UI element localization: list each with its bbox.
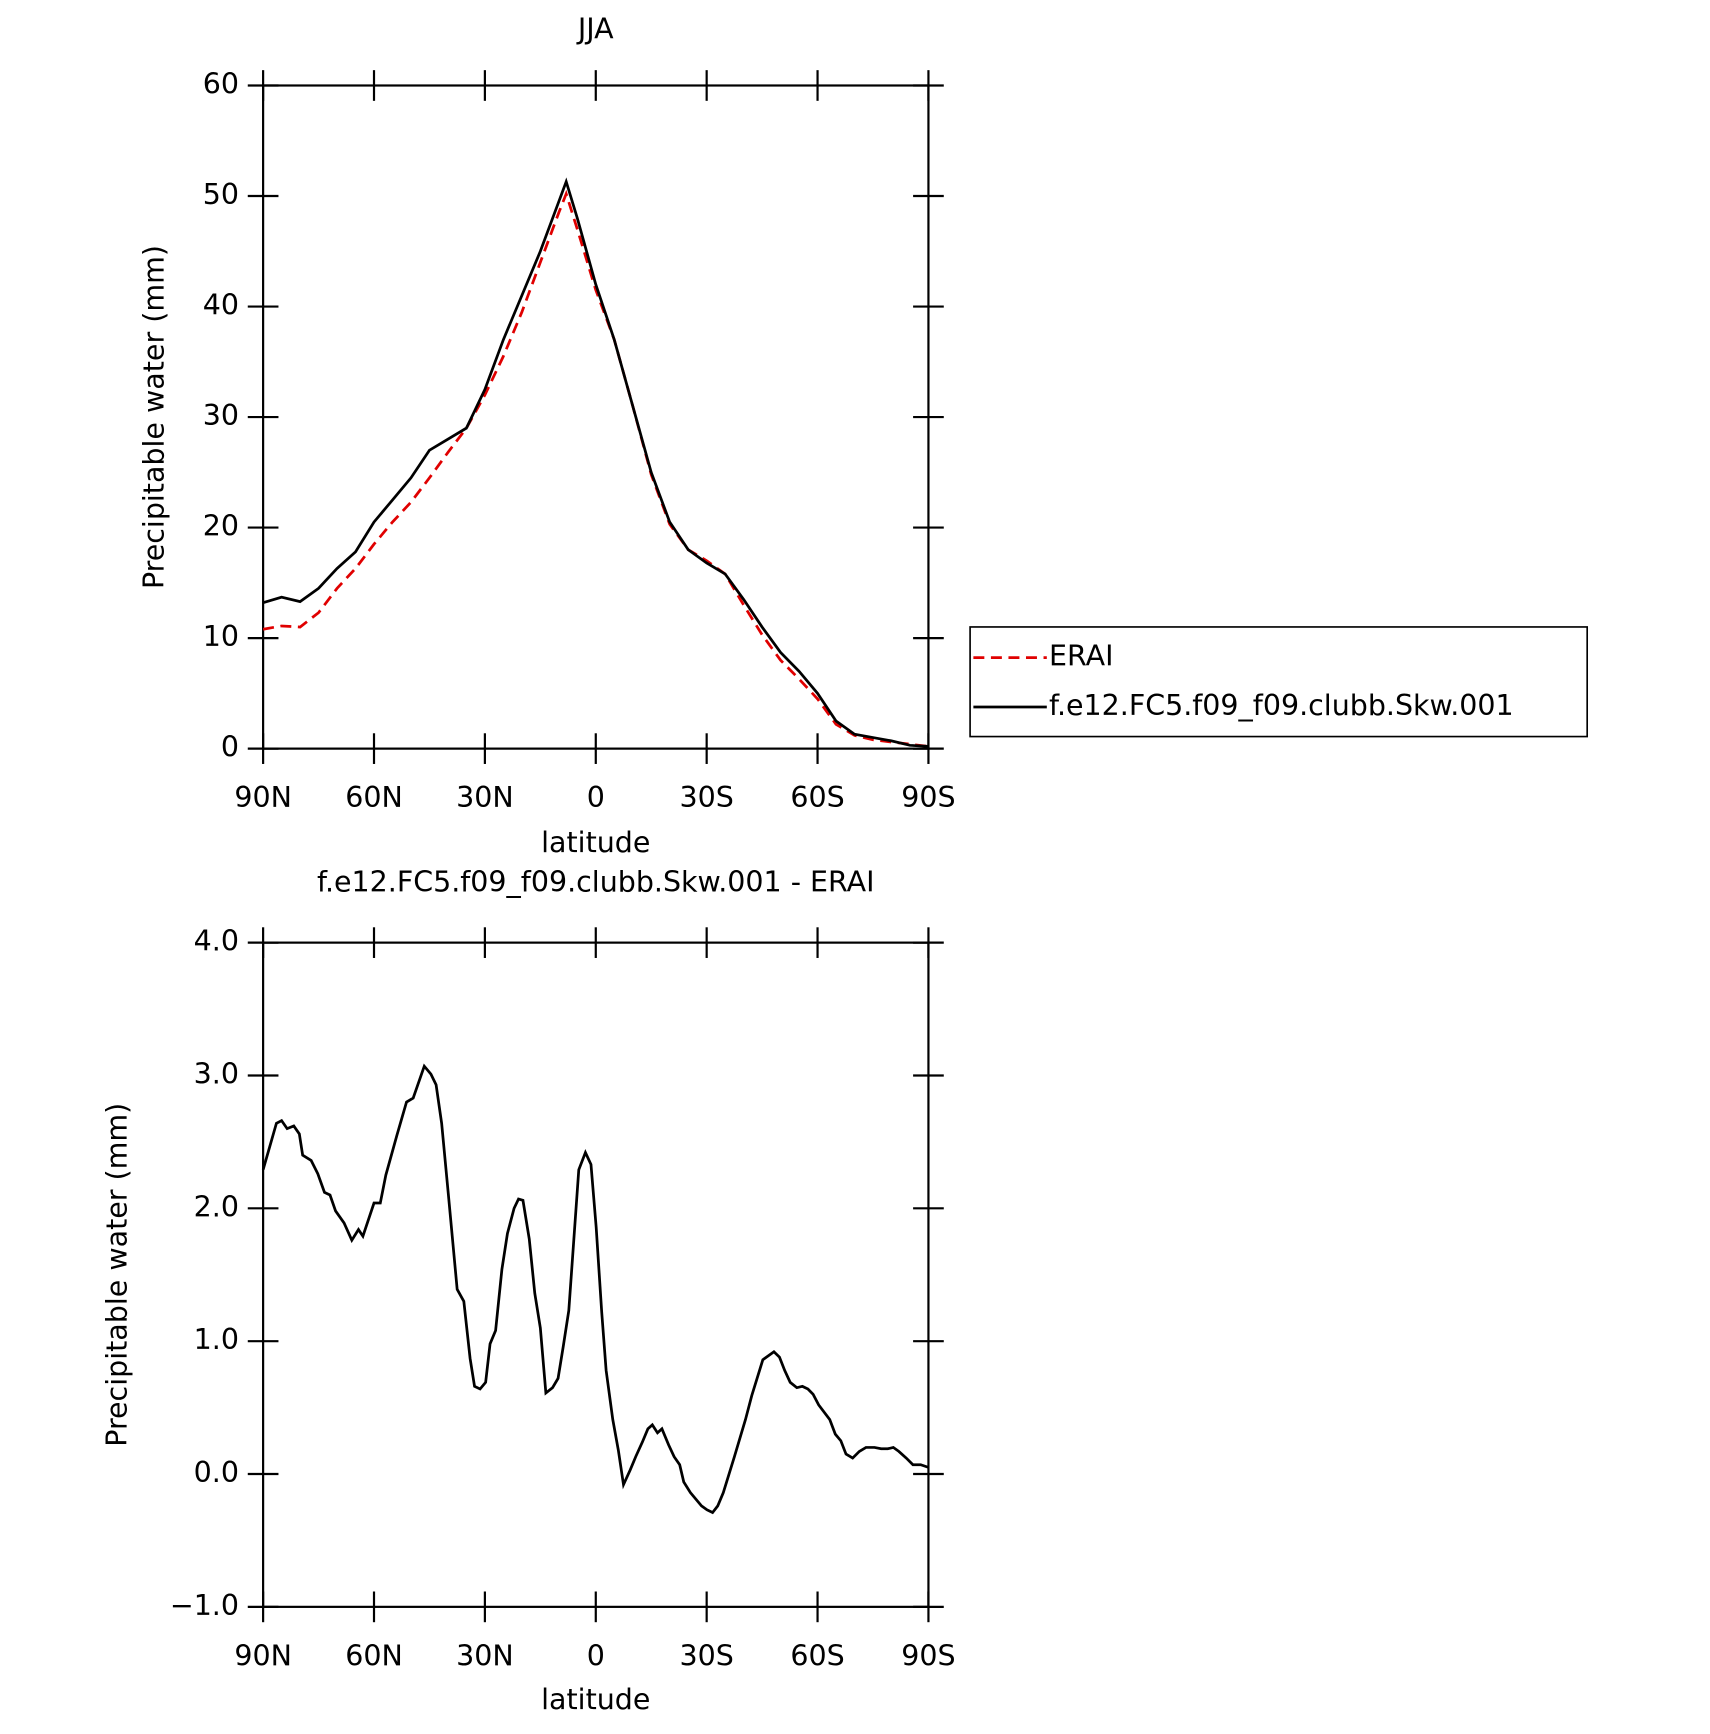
x-tick-label: 60S: [790, 1639, 844, 1672]
x-tick-label: 90S: [901, 781, 955, 814]
data-line: [262, 189, 929, 748]
x-tick-label: 0: [587, 1639, 605, 1672]
y-axis-label: Precipitable water (mm): [138, 245, 171, 589]
legend-label: f.e12.FC5.f09_f09.clubb.Skw.001: [1049, 689, 1514, 722]
legend-box: [969, 626, 1589, 738]
chart-title: f.e12.FC5.f09_f09.clubb.Skw.001 - ERAI: [317, 865, 875, 898]
x-tick-label: 90N: [234, 1639, 292, 1672]
plot-frame: [262, 84, 930, 750]
y-tick-label: 60: [203, 67, 239, 100]
x-axis-label: latitude: [541, 1683, 650, 1716]
y-tick-label: 30: [203, 399, 239, 432]
y-axis-label: Precipitable water (mm): [100, 1103, 133, 1447]
y-tick-label: 4.0: [194, 925, 239, 958]
y-tick-label: 10: [203, 620, 239, 653]
y-tick-label: 0: [221, 731, 239, 764]
x-tick-label: 30S: [679, 1639, 733, 1672]
data-line: [261, 1063, 929, 1515]
x-axis-label: latitude: [541, 826, 650, 859]
x-tick-label: 30N: [456, 781, 514, 814]
data-line: [262, 177, 929, 748]
y-tick-label: 3.0: [194, 1057, 239, 1090]
x-tick-label: 60N: [345, 1639, 403, 1672]
y-tick-label: 50: [203, 178, 239, 211]
y-tick-label: 1.0: [194, 1323, 239, 1356]
legend-label: ERAI: [1049, 640, 1114, 673]
x-tick-label: 90N: [234, 781, 292, 814]
x-tick-label: 30N: [456, 1639, 514, 1672]
x-tick-label: 90S: [901, 1639, 955, 1672]
x-tick-label: 0: [587, 781, 605, 814]
y-tick-label: 2.0: [194, 1190, 239, 1223]
x-tick-label: 60S: [790, 781, 844, 814]
x-tick-label: 60N: [345, 781, 403, 814]
y-tick-label: 20: [203, 510, 239, 543]
y-tick-label: 40: [203, 289, 239, 322]
y-tick-label: −1.0: [170, 1589, 239, 1622]
y-tick-label: 0.0: [194, 1456, 239, 1489]
plot-frame: [262, 941, 930, 1608]
chart-title: JJA: [576, 13, 614, 46]
x-tick-label: 30S: [679, 781, 733, 814]
